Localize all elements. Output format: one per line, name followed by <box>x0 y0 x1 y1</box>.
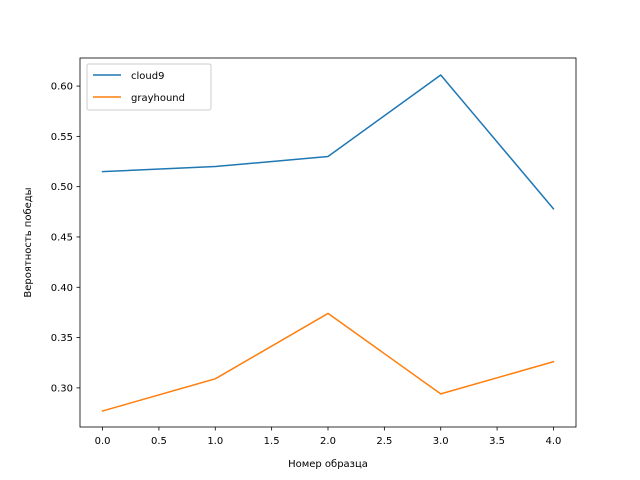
x-tick-label: 3.0 <box>433 436 449 447</box>
x-tick-label: 0.5 <box>151 436 167 447</box>
x-tick-label: 1.5 <box>264 436 280 447</box>
plot-area-frame <box>79 57 577 428</box>
y-tick-label: 0.45 <box>51 232 73 243</box>
x-tick-label: 4.0 <box>546 436 562 447</box>
x-tick-label: 3.5 <box>489 436 505 447</box>
x-tick-label: 2.5 <box>376 436 392 447</box>
series-line-cloud9 <box>101 74 555 210</box>
x-tick-label: 1.0 <box>207 436 223 447</box>
series-lines <box>101 74 555 412</box>
y-tick-label: 0.55 <box>51 132 73 143</box>
x-axis-ticks: 0.0 0.5 1.0 1.5 2.0 2.5 3.0 3.5 4.0 <box>95 427 562 447</box>
x-tick-label: 0.0 <box>95 436 111 447</box>
y-tick-label: 0.40 <box>51 283 73 294</box>
y-tick-label: 0.50 <box>51 182 73 193</box>
y-axis-label: Вероятность победы <box>23 187 34 297</box>
x-tick-label: 2.0 <box>320 436 336 447</box>
x-axis-label: Номер образца <box>288 459 368 470</box>
y-tick-label: 0.60 <box>51 82 73 93</box>
legend: cloud9 grayhound <box>86 63 212 111</box>
y-tick-label: 0.35 <box>51 333 73 344</box>
y-tick-label: 0.30 <box>51 383 73 394</box>
y-axis-ticks: 0.30 0.35 0.40 0.45 0.50 0.55 0.60 <box>51 82 80 394</box>
legend-label-cloud9: cloud9 <box>131 71 164 82</box>
series-line-grayhound <box>101 312 555 412</box>
legend-label-grayhound: grayhound <box>131 93 185 104</box>
